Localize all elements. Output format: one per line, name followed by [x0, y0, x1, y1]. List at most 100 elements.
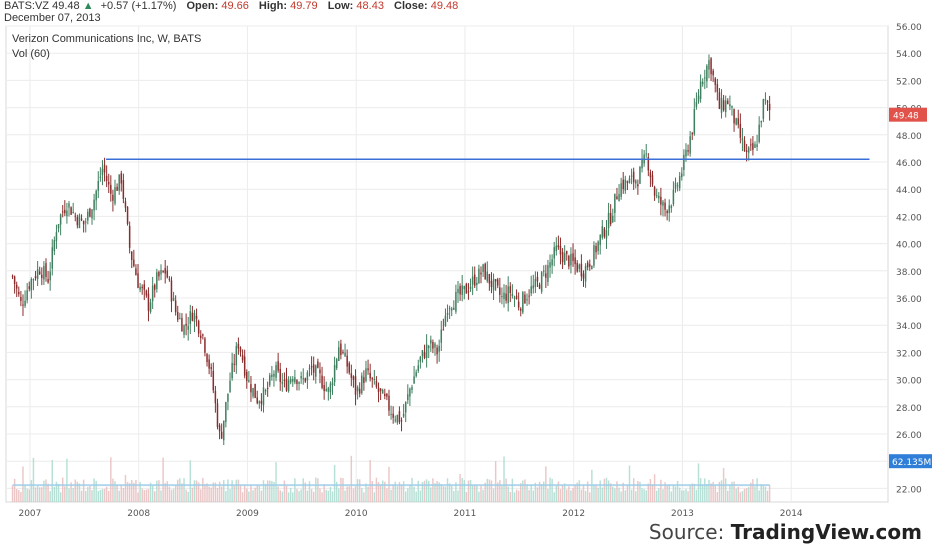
x-tick-label: 2009	[236, 509, 259, 519]
candle-body	[57, 224, 60, 229]
chart-area[interactable]: 22.0024.0026.0028.0030.0032.0034.0036.00…	[0, 22, 932, 520]
volume-bar	[622, 482, 624, 502]
volume-bar	[582, 484, 585, 502]
volume-bar	[712, 482, 714, 502]
volume-bar	[381, 480, 384, 502]
volume-bar	[626, 484, 629, 502]
volume-bar	[193, 480, 196, 502]
y-tick-label: 32.00	[896, 349, 922, 359]
candle-body	[208, 359, 210, 369]
candle-body	[672, 189, 675, 205]
volume-bar	[51, 460, 53, 502]
candle-body	[658, 195, 660, 199]
volume-bar	[743, 488, 746, 502]
volume-bar	[563, 483, 566, 502]
candle-body	[570, 253, 572, 266]
volume-bar	[57, 483, 60, 502]
volume-bar	[528, 489, 530, 502]
y-tick-label: 48.00	[896, 132, 922, 142]
volume-bar	[294, 478, 296, 502]
volume-bar	[486, 478, 489, 502]
candle-body	[225, 402, 227, 422]
volume-bar	[342, 478, 344, 502]
volume-bar	[520, 483, 522, 502]
volume-bar	[729, 484, 731, 502]
candle-body	[66, 210, 68, 217]
x-tick-label: 2012	[562, 509, 585, 519]
high-label: High:	[258, 0, 288, 12]
volume-bar	[91, 490, 93, 502]
price-chart[interactable]: 22.0024.0026.0028.0030.0032.0034.0036.00…	[0, 22, 932, 520]
candle-body	[298, 382, 300, 384]
volume-bar	[482, 489, 484, 502]
candle-body	[36, 269, 39, 279]
candle-body	[626, 181, 629, 183]
volume-bar	[768, 484, 771, 502]
candle-body	[151, 285, 154, 302]
volume-bar	[225, 491, 227, 502]
candle-body	[492, 278, 495, 291]
candle-body	[250, 384, 252, 393]
volume-bar	[421, 482, 424, 502]
candle-body	[258, 401, 261, 404]
volume-bar	[371, 481, 373, 502]
volume-bar	[204, 484, 206, 502]
volume-bar	[256, 485, 258, 502]
candle-body	[22, 304, 24, 306]
candle-body	[764, 99, 767, 101]
candle-body	[752, 143, 754, 150]
candle-body	[174, 300, 177, 313]
legend-indicator: Vol (60)	[12, 48, 50, 60]
volume-bar	[166, 481, 169, 502]
candle-body	[361, 375, 363, 394]
candle-body	[229, 380, 231, 392]
candle-body	[526, 299, 528, 301]
volume-bar	[699, 478, 702, 502]
volume-bar	[202, 477, 204, 502]
volume-bar	[672, 484, 675, 502]
candle-body	[363, 377, 365, 384]
candle-body	[179, 318, 181, 320]
candle-body	[185, 323, 187, 326]
candle-body	[639, 166, 641, 184]
candle-body	[591, 265, 593, 270]
candle-body	[407, 394, 409, 401]
volume-bar	[296, 488, 298, 502]
volume-bar	[250, 484, 252, 502]
y-tick-label: 30.00	[896, 377, 922, 387]
candle-body	[195, 315, 198, 319]
volume-bar	[624, 490, 627, 502]
candle-body	[344, 352, 346, 357]
candle-body	[300, 376, 302, 379]
candle-body	[279, 368, 281, 382]
candle-body	[266, 387, 269, 389]
volume-bar	[580, 489, 583, 502]
low-label: Low:	[327, 0, 354, 12]
volume-bar	[30, 480, 33, 502]
candle-body	[402, 413, 405, 417]
candle-body	[241, 355, 244, 361]
y-tick-label: 34.00	[896, 322, 922, 332]
candle-body	[323, 385, 325, 392]
candle-body	[674, 182, 677, 189]
volume-bar	[59, 492, 62, 502]
candle-body	[473, 274, 476, 286]
candle-body	[595, 245, 597, 253]
candle-body	[566, 251, 568, 254]
candle-body	[183, 325, 185, 335]
candle-body	[455, 291, 457, 312]
volume-bar	[457, 490, 459, 502]
volume-bar	[160, 490, 162, 502]
candle-body	[45, 263, 47, 277]
volume-bar	[459, 473, 461, 502]
volume-bar	[474, 484, 476, 502]
volume-bar	[143, 490, 146, 502]
candle-body	[55, 232, 58, 241]
volume-bar	[24, 485, 26, 502]
candle-body	[158, 271, 160, 277]
volume-bar	[266, 480, 269, 502]
candle-body	[438, 345, 440, 352]
volume-bar	[181, 483, 183, 502]
candle-body	[693, 109, 696, 135]
y-tick-label: 54.00	[896, 50, 922, 60]
